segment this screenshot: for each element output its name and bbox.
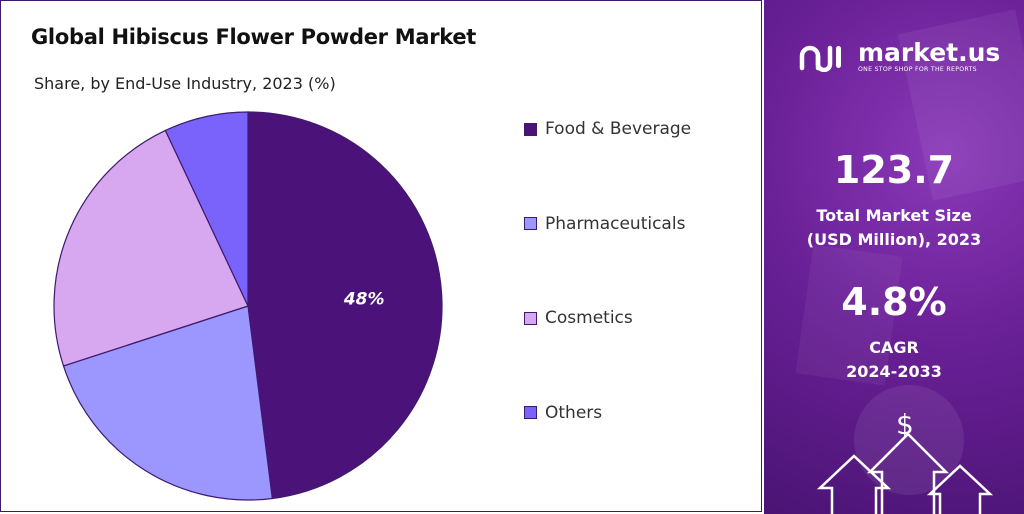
growth-arrows-icon [816, 432, 994, 514]
pie-data-label-food-beverage: 48% [343, 290, 385, 310]
market-us-logo-icon [799, 45, 841, 72]
legend-swatch [524, 217, 537, 230]
market-size-label-line1: Total Market Size [816, 206, 972, 225]
pie-slice-others [164, 111, 249, 307]
cagr-value: 4.8% [841, 280, 947, 324]
legend-label: Cosmetics [545, 308, 633, 328]
summary-panel: market.us ONE STOP SHOP FOR THE REPORTS … [764, 0, 1024, 514]
market-size-value: 123.7 [833, 148, 955, 192]
legend-swatch [524, 406, 537, 419]
chart-panel: Global Hibiscus Flower Powder Market Sha… [0, 0, 762, 512]
market-size-label-line2: (USD Million), 2023 [806, 230, 982, 249]
pie-slice-cosmetics [53, 129, 249, 367]
pie-slice-pharmaceuticals [62, 305, 273, 501]
legend-label: Others [545, 402, 603, 423]
brand-logo: market.us ONE STOP SHOP FOR THE REPORTS [798, 40, 1000, 73]
coin-circle [854, 385, 964, 495]
legend-swatch [524, 122, 537, 136]
legend-swatch [524, 311, 537, 325]
background-decoration [795, 9, 1024, 495]
cagr-label-line2: 2024-2033 [846, 362, 942, 381]
legend-label: Pharmaceuticals [545, 213, 686, 234]
legend-item-others: Others [524, 403, 602, 423]
chart-title: Global Hibiscus Flower Powder Market [31, 25, 477, 49]
pie-chart: 48% [53, 111, 443, 501]
legend-item-pharmaceuticals: Pharmaceuticals [524, 214, 685, 234]
legend-label: Food & Beverage [545, 119, 692, 139]
brand-name: market.us [858, 38, 1001, 67]
cagr-label-line1: CAGR [869, 338, 919, 357]
brand-tagline: ONE STOP SHOP FOR THE REPORTS [858, 66, 977, 73]
pie-slice-food-beverage [247, 111, 443, 500]
dollar-icon: $ [896, 408, 914, 441]
legend-item-food-beverage: Food & Beverage [524, 119, 691, 139]
legend-item-cosmetics: Cosmetics [524, 308, 633, 328]
chart-subtitle: Share, by End-Use Industry, 2023 (%) [34, 74, 336, 93]
